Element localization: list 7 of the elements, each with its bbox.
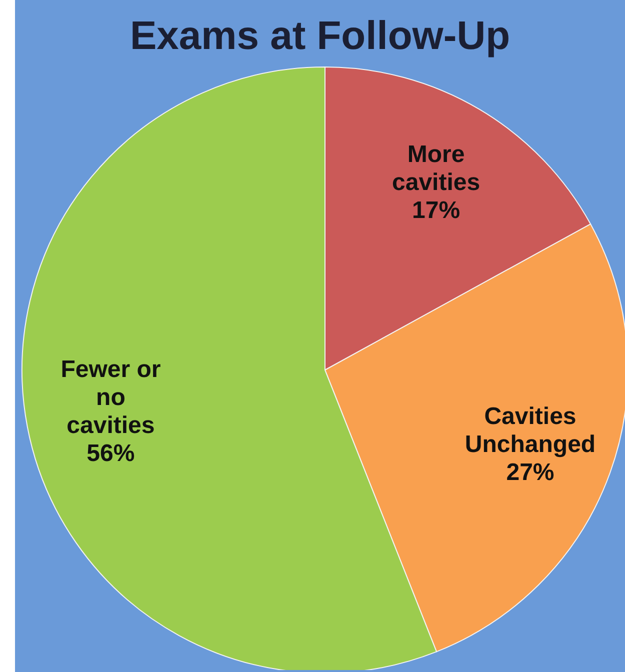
slice-label: More cavities (392, 140, 480, 196)
data-label: 17% (412, 196, 460, 224)
slice-label: Cavities Unchanged (464, 402, 596, 458)
chart-title: Exams at Follow-Up (128, 14, 512, 59)
slice-label: Fewer or no cavities (60, 355, 161, 438)
data-label: 56% (86, 439, 135, 466)
data-label: 27% (506, 458, 554, 486)
